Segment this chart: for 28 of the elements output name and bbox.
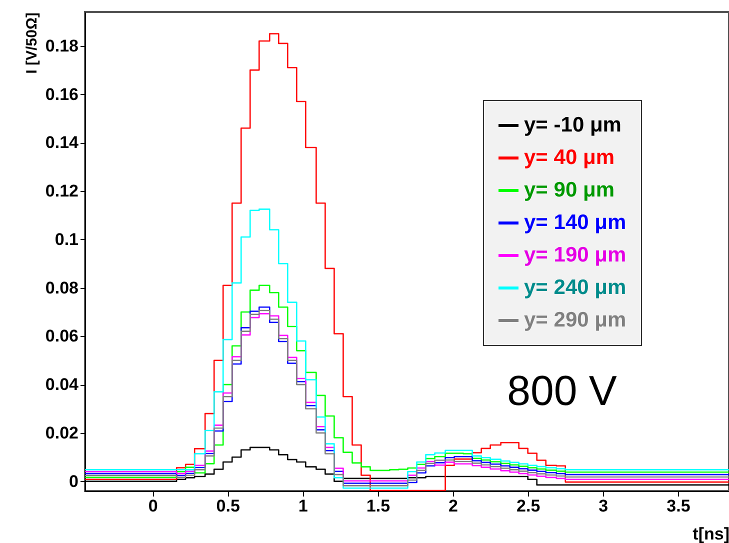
x-tick-label: 1 xyxy=(298,496,308,516)
y-tick-label: 0.08 xyxy=(45,278,78,298)
y-tick-label: 0.16 xyxy=(45,84,78,104)
y-tick-label: 0.14 xyxy=(45,133,80,152)
y-tick-label: 0.12 xyxy=(45,182,78,201)
x-tick-label: 2.5 xyxy=(516,496,540,516)
legend-label: y= 90 μm xyxy=(524,178,614,202)
x-tick-label: 3 xyxy=(598,496,608,516)
annotation: 800 V xyxy=(507,367,617,414)
x-tick-label: 1.5 xyxy=(366,496,390,516)
y-axis-title: I [V/50Ω] xyxy=(23,12,40,74)
legend-label: y= 190 μm xyxy=(524,244,626,266)
x-tick-label: 0.5 xyxy=(216,496,240,516)
legend-label: y= 240 μm xyxy=(524,276,626,299)
legend-label: y= 290 μm xyxy=(524,308,626,332)
y-tick-label: 0.18 xyxy=(45,36,78,56)
y-tick-label: 0.02 xyxy=(45,423,78,442)
y-tick-label: 0.06 xyxy=(45,326,78,346)
legend-label: y= -10 μm xyxy=(524,114,622,136)
legend-label: y= 140 μm xyxy=(524,211,626,234)
x-axis-title: t[ns] xyxy=(692,524,729,543)
x-tick-label: 3.5 xyxy=(666,496,690,516)
y-tick-label: 0 xyxy=(69,472,78,491)
y-tick-label: 0.1 xyxy=(54,230,78,249)
x-tick-label: 2 xyxy=(448,496,458,516)
legend-label: y= 40 μm xyxy=(524,146,614,169)
y-tick-label: 0.04 xyxy=(45,375,80,394)
x-tick-label: 0 xyxy=(148,496,158,516)
